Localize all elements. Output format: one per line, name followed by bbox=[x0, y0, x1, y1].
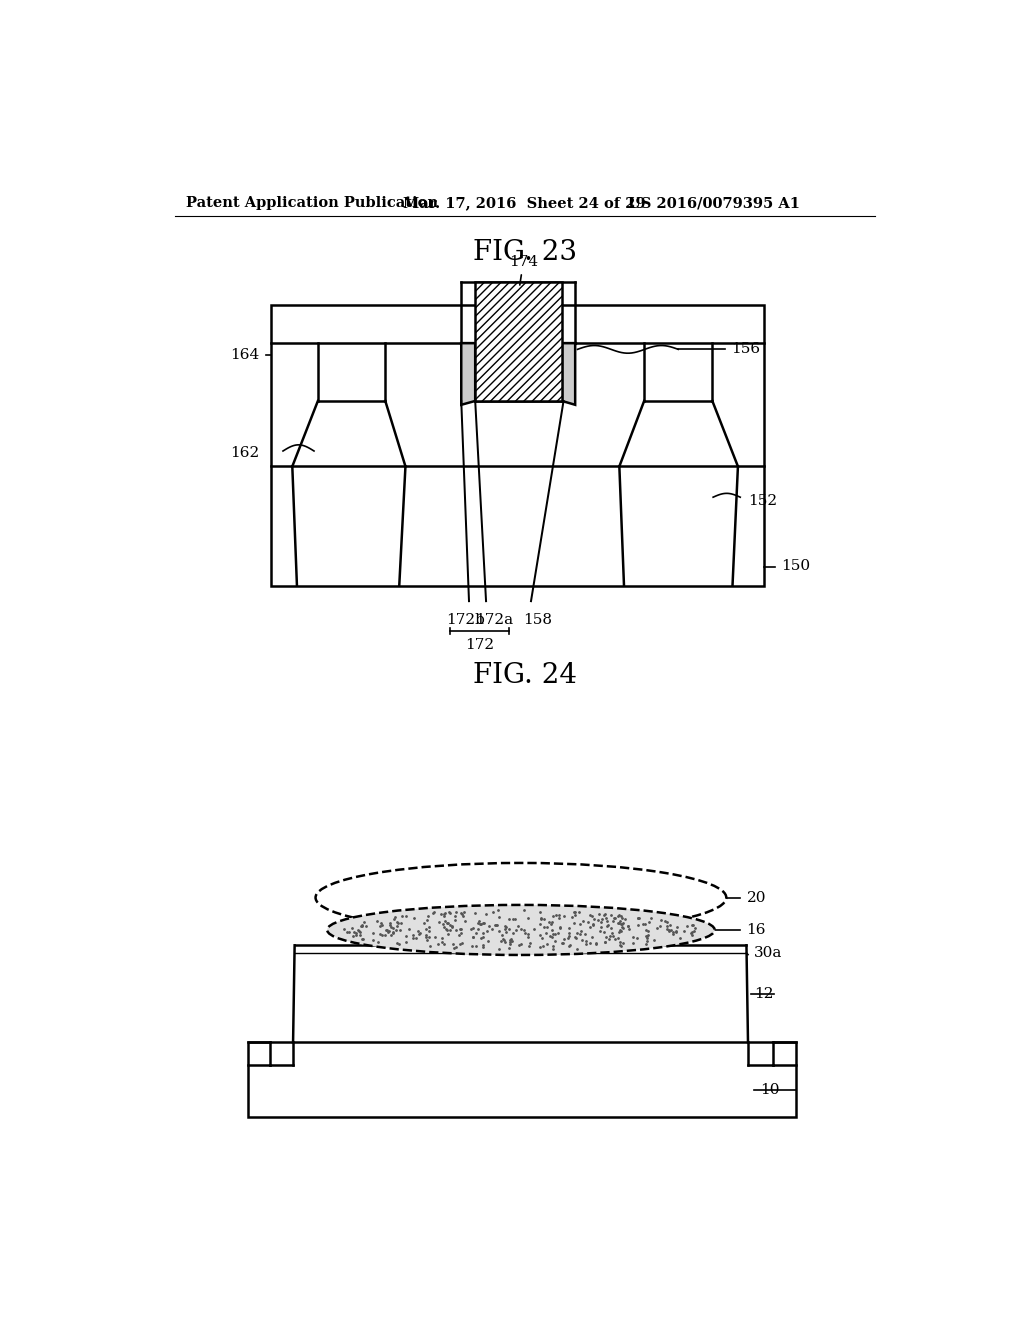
Text: Mar. 17, 2016  Sheet 24 of 29: Mar. 17, 2016 Sheet 24 of 29 bbox=[403, 197, 646, 210]
Text: 172a: 172a bbox=[475, 614, 514, 627]
Text: 12: 12 bbox=[755, 987, 774, 1001]
Text: 30a: 30a bbox=[755, 946, 782, 960]
Text: 16: 16 bbox=[746, 923, 766, 937]
Ellipse shape bbox=[315, 863, 726, 932]
Text: US 2016/0079395 A1: US 2016/0079395 A1 bbox=[628, 197, 800, 210]
Text: Patent Application Publication: Patent Application Publication bbox=[186, 197, 438, 210]
Text: 10: 10 bbox=[761, 1084, 780, 1097]
Text: 158: 158 bbox=[522, 614, 552, 627]
Text: 150: 150 bbox=[781, 560, 810, 573]
Text: 156: 156 bbox=[731, 342, 760, 356]
Polygon shape bbox=[475, 281, 562, 401]
Text: 152: 152 bbox=[748, 494, 777, 508]
Text: 172: 172 bbox=[465, 638, 495, 652]
Polygon shape bbox=[562, 343, 575, 405]
Text: 172b: 172b bbox=[445, 614, 484, 627]
Text: 20: 20 bbox=[746, 891, 766, 904]
Text: FIG. 23: FIG. 23 bbox=[473, 239, 577, 265]
Text: 174: 174 bbox=[509, 255, 538, 285]
Ellipse shape bbox=[328, 906, 715, 954]
Text: FIG. 24: FIG. 24 bbox=[473, 663, 577, 689]
Text: 164: 164 bbox=[230, 347, 260, 362]
Text: 162: 162 bbox=[230, 446, 260, 461]
Polygon shape bbox=[461, 343, 475, 405]
